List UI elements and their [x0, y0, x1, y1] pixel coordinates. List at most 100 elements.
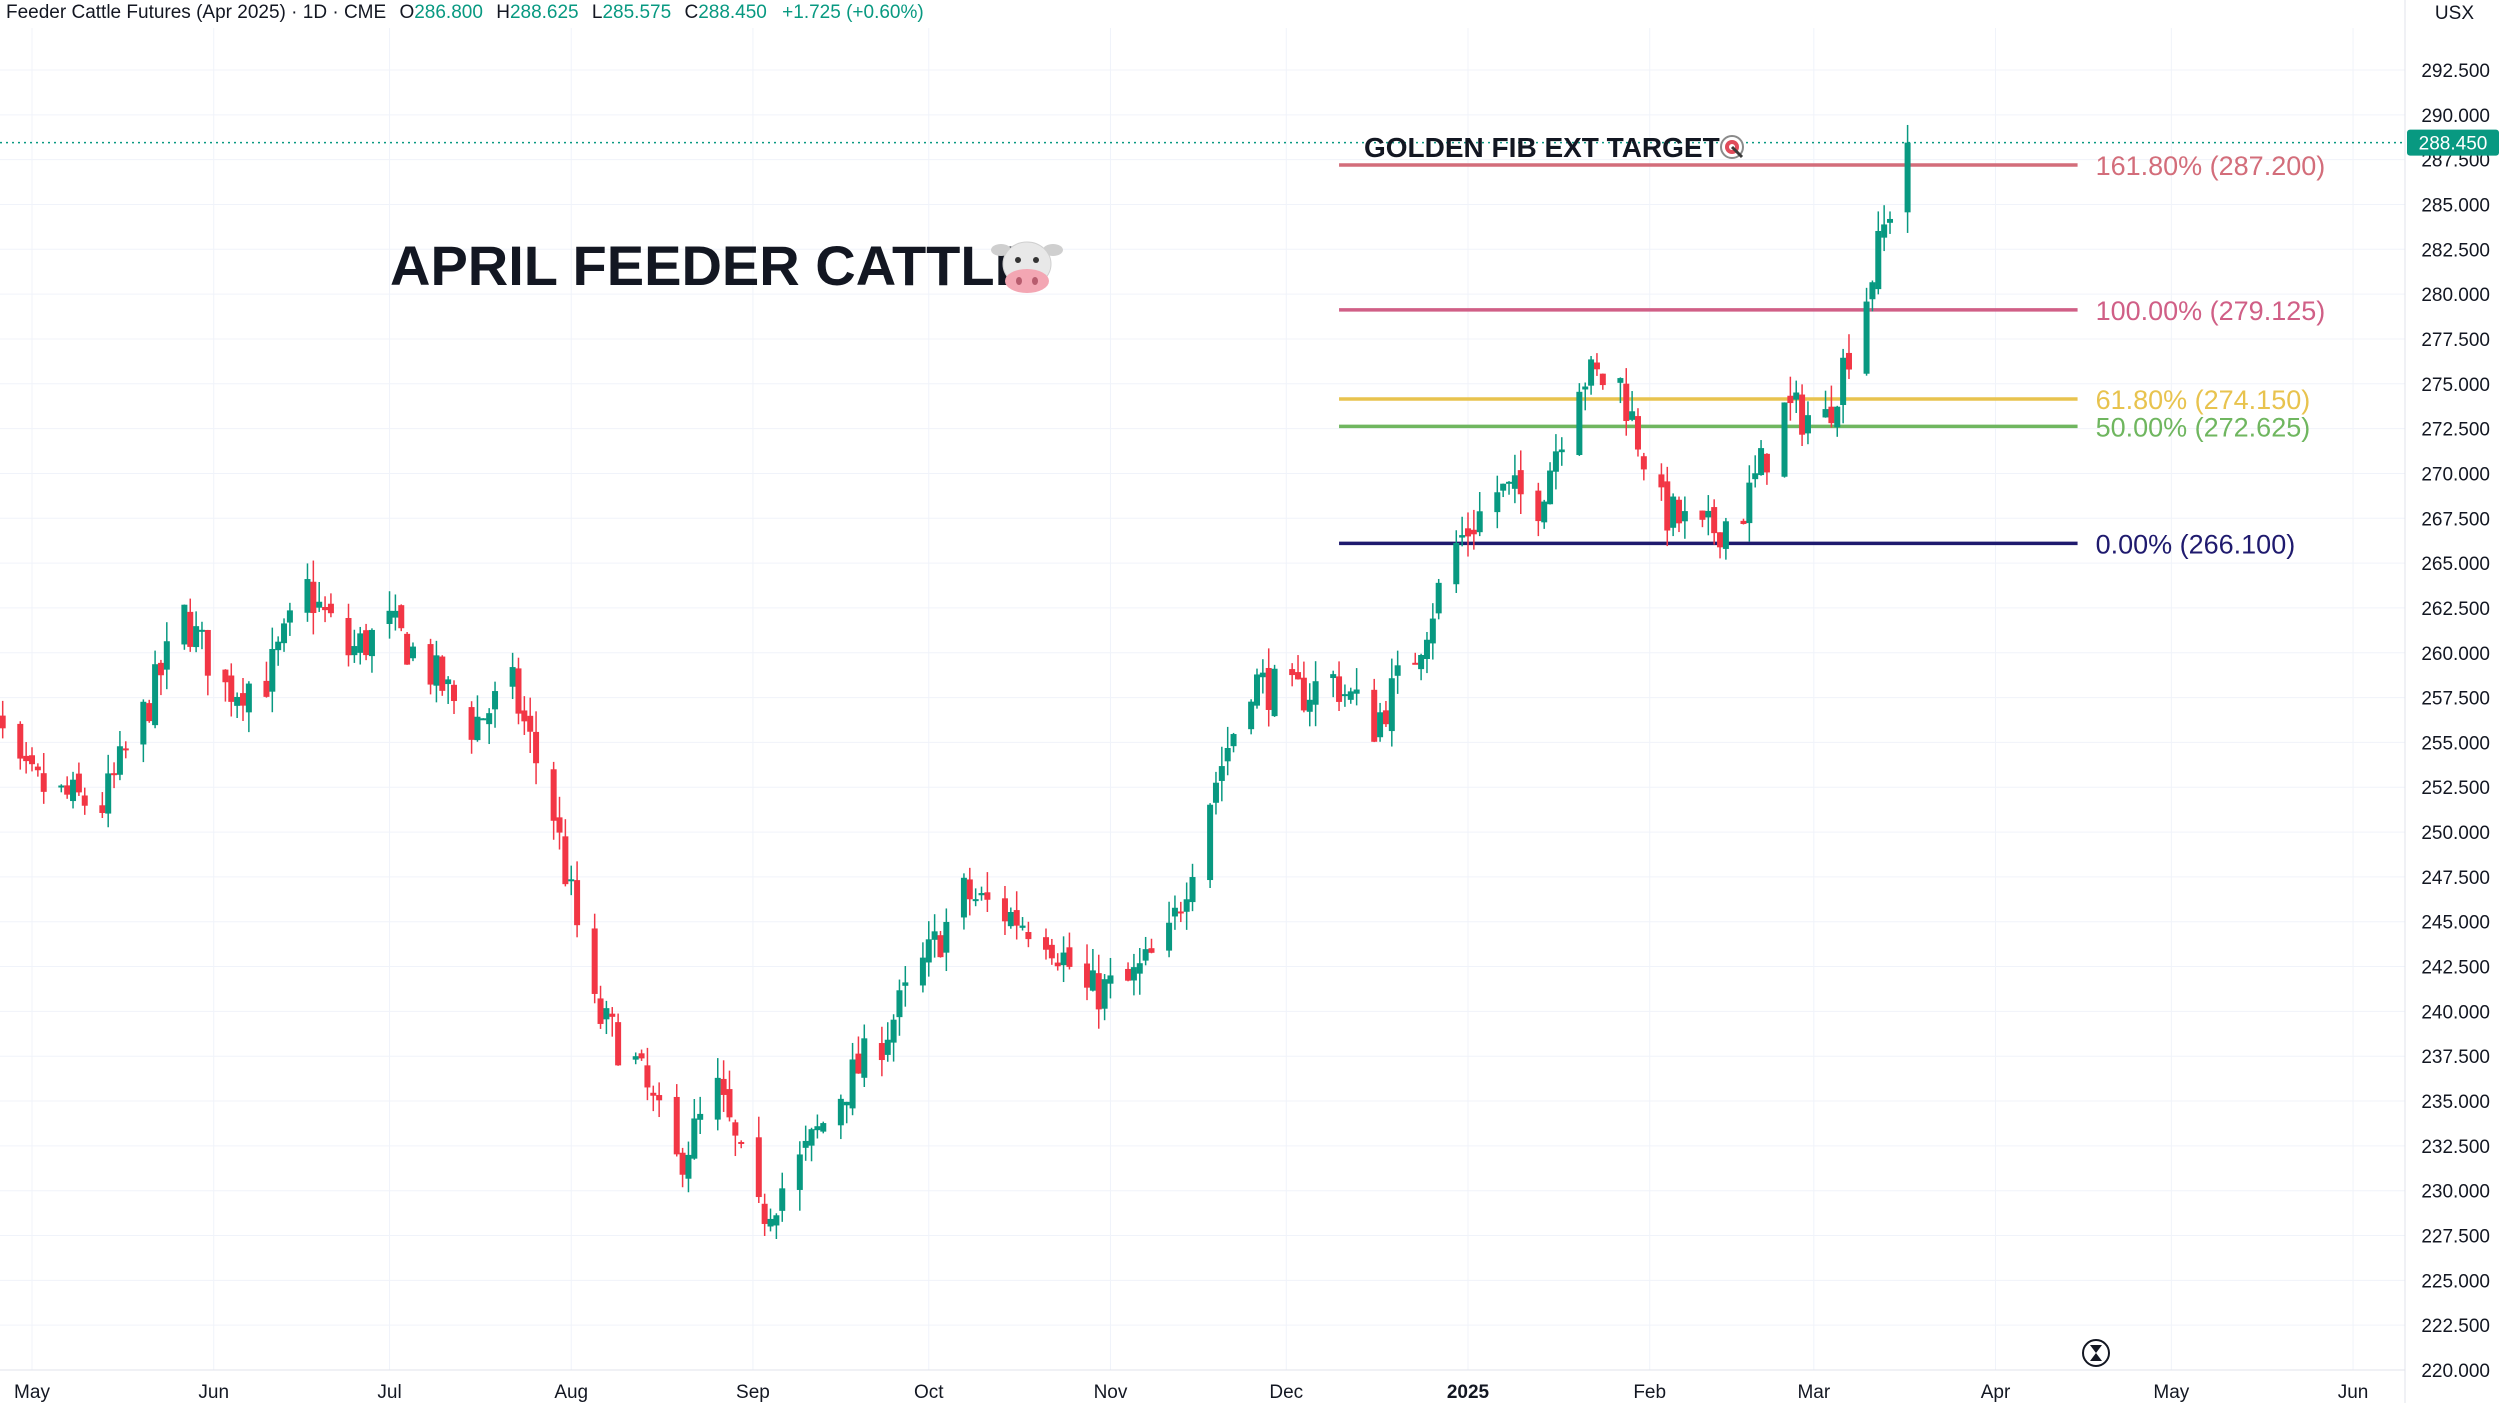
candle-body[interactable] — [843, 1101, 850, 1106]
candle-body[interactable] — [1681, 511, 1688, 522]
candle-body[interactable] — [363, 630, 370, 656]
candle-body[interactable] — [1699, 510, 1706, 520]
candle-body[interactable] — [814, 1126, 821, 1131]
candle-body[interactable] — [1634, 416, 1641, 450]
candle-body[interactable] — [1599, 373, 1606, 386]
candle-body[interactable] — [890, 1019, 897, 1043]
candle-body[interactable] — [984, 892, 991, 900]
candle-body[interactable] — [574, 880, 581, 926]
candle-body[interactable] — [1494, 492, 1501, 513]
candle-body[interactable] — [1130, 967, 1137, 981]
candle-body[interactable] — [245, 683, 252, 713]
candle-body[interactable] — [404, 633, 411, 665]
candle-body[interactable] — [1253, 674, 1260, 706]
candle-body[interactable] — [105, 773, 112, 814]
candle-body[interactable] — [1717, 532, 1724, 548]
candle-body[interactable] — [1845, 352, 1852, 370]
candle-body[interactable] — [322, 606, 329, 611]
candle-body[interactable] — [275, 641, 282, 651]
candle-body[interactable] — [468, 707, 475, 740]
candle-body[interactable] — [439, 656, 446, 691]
candle-body[interactable] — [1353, 689, 1360, 694]
candle-body[interactable] — [1459, 535, 1466, 538]
candle-body[interactable] — [644, 1065, 651, 1088]
candle-body[interactable] — [492, 691, 499, 710]
candle-body[interactable] — [779, 1188, 786, 1211]
candle-body[interactable] — [1593, 362, 1600, 370]
candle-body[interactable] — [1371, 689, 1378, 742]
candle-body[interactable] — [878, 1043, 885, 1061]
candle-body[interactable] — [1295, 672, 1302, 680]
candle-body[interactable] — [204, 629, 211, 676]
candle-body[interactable] — [1582, 386, 1589, 390]
candle-body[interactable] — [1248, 701, 1255, 730]
candle-body[interactable] — [1312, 681, 1319, 705]
candle-body[interactable] — [240, 693, 247, 706]
candle-body[interactable] — [1640, 456, 1647, 470]
candle-body[interactable] — [679, 1152, 686, 1175]
candle-body[interactable] — [1623, 383, 1630, 422]
candle-body[interactable] — [1558, 449, 1565, 453]
candle-body[interactable] — [198, 629, 205, 632]
candle-body[interactable] — [263, 680, 270, 697]
candle-body[interactable] — [1828, 406, 1835, 424]
candle-body[interactable] — [23, 755, 30, 762]
candle-body[interactable] — [697, 1113, 704, 1120]
candle-body[interactable] — [726, 1089, 733, 1118]
candle-body[interactable] — [767, 1218, 774, 1227]
candle-body[interactable] — [1787, 395, 1794, 404]
candle-body[interactable] — [1388, 678, 1395, 732]
candle-body[interactable] — [855, 1053, 862, 1074]
candle-body[interactable] — [884, 1039, 891, 1055]
candle-body[interactable] — [1470, 529, 1477, 535]
candle-body[interactable] — [310, 581, 317, 614]
candle-body[interactable] — [1904, 142, 1911, 213]
candle-body[interactable] — [1840, 357, 1847, 406]
candle-body[interactable] — [1617, 378, 1624, 383]
candle-body[interactable] — [568, 879, 575, 882]
candle-body[interactable] — [433, 655, 440, 686]
candle-body[interactable] — [1394, 665, 1401, 676]
candle-body[interactable] — [1066, 947, 1073, 967]
candle-body[interactable] — [445, 679, 452, 685]
candle-body[interactable] — [1863, 301, 1870, 374]
candle-body[interactable] — [1705, 510, 1712, 518]
candle-body[interactable] — [152, 664, 159, 726]
candle-body[interactable] — [925, 939, 932, 963]
candle-body[interactable] — [1822, 409, 1829, 418]
candle-body[interactable] — [1142, 949, 1149, 961]
candle-body[interactable] — [1107, 975, 1114, 984]
candle-body[interactable] — [1875, 230, 1882, 290]
candle-body[interactable] — [638, 1053, 645, 1059]
candle-body[interactable] — [1136, 963, 1143, 974]
candle-body[interactable] — [714, 1077, 721, 1120]
candle-body[interactable] — [1758, 448, 1765, 476]
last-price-tag[interactable] — [2407, 129, 2499, 156]
candle-body[interactable] — [193, 626, 200, 648]
candle-body[interactable] — [937, 935, 944, 958]
candle-body[interactable] — [931, 931, 938, 940]
candle-body[interactable] — [1207, 804, 1214, 881]
candle-body[interactable] — [122, 748, 129, 751]
candle-body[interactable] — [597, 998, 604, 1024]
candle-body[interactable] — [140, 701, 147, 745]
candle-body[interactable] — [345, 617, 352, 656]
candle-body[interactable] — [146, 703, 153, 722]
candle-body[interactable] — [1125, 968, 1132, 981]
candle-body[interactable] — [1189, 877, 1196, 903]
candle-body[interactable] — [386, 610, 393, 624]
candle-body[interactable] — [1224, 748, 1231, 762]
candle-body[interactable] — [533, 731, 540, 764]
candle-body[interactable] — [1429, 618, 1436, 644]
candle-body[interactable] — [1535, 490, 1542, 522]
candle-body[interactable] — [1887, 218, 1894, 223]
candle-body[interactable] — [673, 1096, 680, 1155]
candle-body[interactable] — [427, 644, 434, 685]
candle-body[interactable] — [521, 710, 528, 722]
candle-body[interactable] — [1084, 963, 1091, 988]
candle-body[interactable] — [720, 1078, 727, 1095]
candle-body[interactable] — [17, 723, 24, 759]
candle-body[interactable] — [960, 877, 967, 918]
candle-body[interactable] — [802, 1140, 809, 1148]
